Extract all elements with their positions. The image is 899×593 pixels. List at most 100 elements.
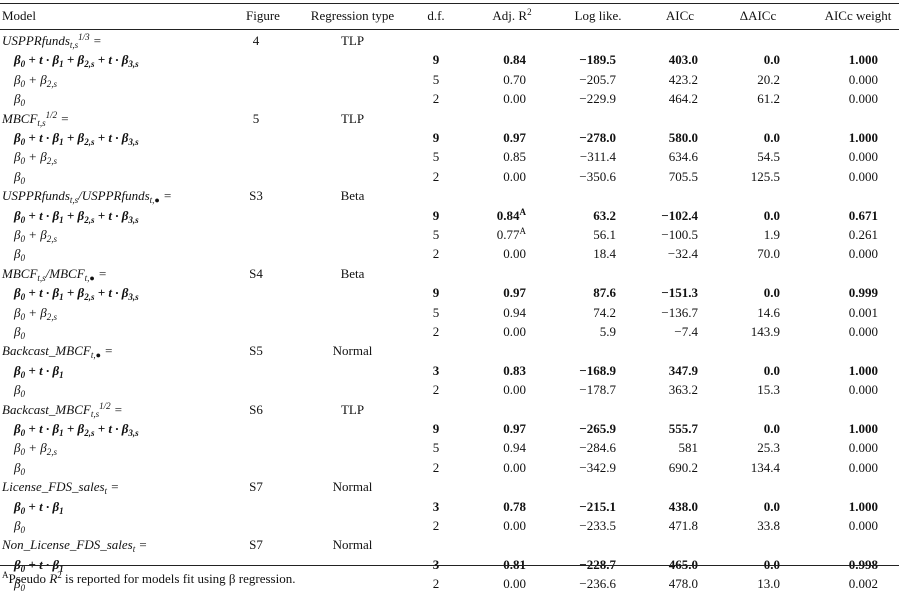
aicc-cell: −32.4 [667,246,698,262]
adj-r2-cell: 0.00 [503,91,526,107]
regression-type-cell: Beta [340,265,365,281]
log-like-cell: 63.2 [593,207,616,223]
header-delta-aicc: ΔAICc [739,8,777,23]
delta-aicc-cell: 33.8 [757,518,780,533]
table-row: β0 + t · β1 + β2,s + t · β3,s 9 0.84 −189.5… [0,50,899,69]
formula-cell: β0 + t · β1 [14,362,64,380]
adj-r2-cell: 0.84 [503,52,526,68]
log-like-cell: −229.9 [579,91,616,107]
table-row: β0 + t · β1 + β2,s + t · β3,s 9 0.84A 63.2 −… [0,206,899,225]
formula-cell: β0 + β2,s [14,440,57,458]
delta-aicc-cell: 1.9 [763,227,780,242]
delta-aicc-cell: 0.0 [763,498,780,514]
figure-cell: S7 [249,479,263,495]
table-row: β0 + β2,s 5 0.94 74.2 −136.7 14.6 0.001 [0,303,899,322]
aicc-weight-cell: 0.000 [848,459,878,475]
log-like-cell: 5.9 [599,324,616,339]
formula-cell: β0 [14,382,25,400]
log-like-cell: −311.4 [579,149,616,165]
model-group-row: License_FDS_salest = S7 Normal [0,477,899,496]
figure-cell: S7 [249,537,263,553]
aicc-weight-cell: 0.000 [848,324,878,339]
df-cell: 9 [432,207,440,223]
table-row: β0 + β2,s 5 0.85 −311.4 634.6 54.5 0.000 [0,147,899,166]
bottom-rule [0,565,899,566]
df-cell: 2 [432,576,440,592]
delta-aicc-cell: 54.5 [757,149,780,165]
model-name: MBCFt,s1/2 = [2,109,70,128]
table-row: β0 + β2,s 5 0.77A 56.1 −100.5 1.9 0.261 [0,225,899,244]
model-name: MBCFt,s/MBCFt,● = [2,265,107,283]
footnote-marker: A [2,570,9,580]
delta-aicc-cell: 0.0 [763,421,780,436]
log-like-cell: 18.4 [593,246,616,262]
adj-r2-cell: 0.70 [503,71,526,87]
delta-aicc-cell: 20.2 [757,71,780,87]
adj-r2-cell: 0.84A [496,206,526,223]
delta-aicc-cell: 15.3 [757,382,780,398]
table-row: β0 2 0.00 18.4 −32.4 70.0 0.000 [0,244,899,263]
aicc-weight-cell: 0.261 [848,227,878,242]
df-cell: 9 [432,421,440,436]
formula-cell: β0 [14,91,25,109]
regression-type-cell: TLP [340,33,365,48]
regression-type-cell: Normal [332,479,373,495]
table-row: β0 2 0.00 −236.6 478.0 13.0 0.002 [0,574,899,593]
delta-aicc-cell: 0.0 [763,556,780,572]
model-group-row: USPPRfundst,s/USPPRfundst,● = S3 Beta [0,186,899,205]
aicc-weight-cell: 1.000 [848,421,878,436]
aicc-cell: 705.5 [668,168,698,184]
header-aicc: AICc [665,8,695,23]
header-regression-type: Regression type [310,8,395,23]
df-cell: 5 [432,304,440,320]
df-cell: 3 [425,555,447,574]
adj-r2-cell: 0.97 [503,285,526,301]
regression-type-cell: Normal [332,343,373,359]
aicc-weight-cell: 1.000 [848,52,878,68]
adj-r2-cell: 0.00 [503,324,526,339]
formula-cell: β0 + t · β1 + β2,s + t · β3,s [14,421,139,438]
delta-aicc-cell: 143.9 [750,324,780,339]
delta-aicc-cell: 61.2 [757,91,780,107]
aicc-cell: 471.8 [668,518,698,533]
df-cell: 2 [432,246,440,262]
model-group-row: Backcast_MBCFt,s1/2 = S6 TLP [0,400,899,419]
delta-aicc-cell: 14.6 [757,304,780,320]
log-like-cell: −178.7 [579,382,616,398]
table-row: β0 + t · β1 3 0.81 −228.7 465.0 0.0 0.998 [0,555,899,574]
aicc-weight-cell: 0.000 [848,518,878,533]
log-like-cell: −189.5 [579,52,616,68]
header-log-like: Log like. [574,8,622,23]
adj-r2-cell: 0.81 [503,556,526,572]
header-rule [0,29,899,30]
model-group-row: MBCFt,s/MBCFt,● = S4 Beta [0,264,899,283]
formula-cell: β0 + t · β1 + β2,s + t · β3,s [14,207,139,225]
log-like-cell: −228.7 [579,556,616,572]
delta-aicc-cell: 70.0 [757,246,780,262]
delta-aicc-cell: 134.4 [750,459,780,475]
regression-type-cell: Normal [332,537,373,553]
figure-cell: S3 [249,188,263,204]
df-cell: 2 [432,168,440,184]
table-row: β0 2 0.00 −350.6 705.5 125.5 0.000 [0,167,899,186]
aicc-weight-cell: 0.671 [848,207,878,223]
regression-type-cell: TLP [340,401,365,417]
delta-aicc-cell: 0.0 [763,362,780,378]
adj-r2-cell: 0.83 [503,362,526,378]
adj-r2-cell: 0.00 [503,459,526,475]
table-row: β0 + t · β1 3 0.78 −215.1 438.0 0.0 1.000 [0,497,899,516]
df-cell: 5 [432,149,440,165]
log-like-cell: −265.9 [579,421,616,436]
figure-cell: S5 [249,343,263,359]
aicc-weight-cell: 1.000 [848,362,878,378]
df-cell: 3 [432,498,440,514]
table-row: β0 2 0.00 −229.9 464.2 61.2 0.000 [0,89,899,108]
model-group-row: MBCFt,s1/2 = 5 TLP [0,109,899,128]
aicc-cell: −100.5 [661,227,698,242]
aicc-weight-cell: 0.002 [848,576,878,592]
formula-cell: β0 + t · β1 [14,498,64,516]
aicc-cell: 423.2 [668,71,698,87]
table-row: β0 2 0.00 −233.5 471.8 33.8 0.000 [0,516,899,535]
footnote: APseudo R2 is reported for models fit us… [2,570,296,587]
log-like-cell: −205.7 [579,71,616,87]
